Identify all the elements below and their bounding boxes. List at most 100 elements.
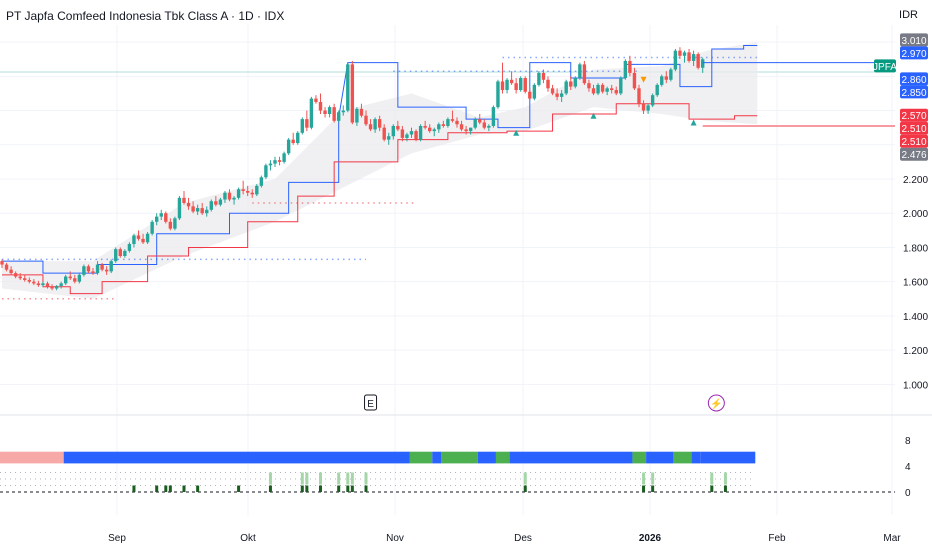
candle-body — [286, 139, 291, 154]
candle — [18, 273, 22, 280]
histogram-bar — [337, 485, 341, 492]
candle-body — [468, 127, 473, 132]
candle — [150, 220, 154, 236]
candle-body — [582, 64, 587, 84]
price-tag-bg — [900, 108, 928, 122]
candle — [209, 199, 213, 212]
candle — [41, 281, 45, 287]
candle-body — [4, 264, 9, 270]
candle-body — [246, 190, 250, 193]
price-tag-label: 2.510 — [901, 124, 926, 135]
candle — [428, 124, 432, 133]
candle-body — [141, 238, 145, 243]
histogram-bar-light — [319, 472, 322, 485]
candle-body — [114, 249, 118, 262]
candle-body — [18, 276, 22, 279]
candle-body — [441, 124, 446, 126]
price-tag: 2.510 — [900, 134, 928, 148]
state-bar-segment — [691, 451, 701, 464]
candle — [27, 277, 31, 284]
candle-body — [414, 131, 418, 140]
candle-body — [0, 261, 4, 265]
time-axis-label: Nov — [386, 533, 404, 544]
candle-body — [232, 197, 236, 200]
indicator-tick-label: 0 — [905, 488, 911, 499]
candle — [100, 262, 104, 272]
candle — [637, 84, 641, 108]
candle-body — [691, 54, 696, 61]
price-tick-label: 1.200 — [903, 346, 928, 357]
candle — [341, 105, 345, 116]
candle-body — [377, 119, 382, 128]
candle-body — [669, 69, 673, 80]
price-tag-label: 2.476 — [901, 150, 926, 161]
candle — [432, 127, 436, 137]
candle-body — [641, 103, 646, 111]
dividend-label: ⚡ — [710, 397, 722, 410]
signal-marker-up — [513, 129, 520, 136]
price-tag-label: 2.570 — [901, 111, 926, 122]
candle — [136, 230, 141, 241]
candle — [664, 71, 668, 84]
candle — [650, 93, 655, 108]
candle — [286, 137, 291, 156]
state-bar-segment — [700, 451, 756, 464]
candle — [54, 285, 59, 291]
candle-body — [155, 216, 159, 222]
candle — [91, 267, 95, 275]
candle — [514, 78, 518, 94]
candle — [391, 124, 395, 140]
candle-body — [236, 189, 241, 198]
histogram-bar — [346, 485, 350, 492]
candle-body — [282, 153, 286, 162]
candle — [414, 129, 418, 142]
candle-body — [655, 84, 659, 96]
candle — [50, 284, 54, 291]
candle — [409, 127, 414, 138]
candle — [255, 184, 259, 197]
candle — [641, 100, 646, 114]
candle — [519, 76, 523, 92]
candle-body — [54, 285, 59, 289]
candle — [268, 160, 273, 171]
price-tag: JPFA — [873, 59, 897, 73]
state-bar-segment — [632, 451, 647, 464]
candle-body — [519, 78, 523, 91]
price-tag-label: JPFA — [873, 62, 897, 73]
candle-body — [182, 197, 186, 203]
candle — [500, 62, 505, 94]
candle — [132, 233, 136, 248]
candle-body — [555, 93, 559, 97]
lower-band-line — [2, 103, 758, 295]
candle-body — [186, 202, 191, 207]
candle-body — [464, 129, 468, 132]
candle-body — [27, 279, 31, 282]
candle-body — [82, 266, 86, 275]
price-tick-label: 1.400 — [903, 312, 928, 323]
candle — [600, 83, 605, 94]
candle-body — [373, 119, 377, 130]
candle — [628, 55, 632, 77]
time-axis-label: Des — [514, 533, 532, 544]
candle-body — [473, 119, 477, 128]
histogram-bar — [237, 485, 241, 492]
candle — [491, 105, 496, 128]
candle-body — [77, 274, 82, 282]
candle-body — [173, 218, 177, 229]
candle-body — [432, 129, 436, 132]
candle-body — [505, 79, 509, 91]
candle — [632, 67, 637, 91]
candle — [646, 103, 650, 114]
candle — [468, 127, 473, 135]
candle-body — [41, 283, 45, 286]
price-tag-label: 3.010 — [901, 36, 926, 47]
candle-body — [619, 78, 623, 94]
candle-body — [273, 160, 277, 164]
price-tag-bg — [900, 33, 928, 47]
candle-body — [45, 283, 50, 287]
histogram-bar — [651, 485, 655, 492]
candle-body — [300, 119, 304, 133]
candle — [382, 124, 386, 142]
candle-body — [191, 206, 195, 212]
